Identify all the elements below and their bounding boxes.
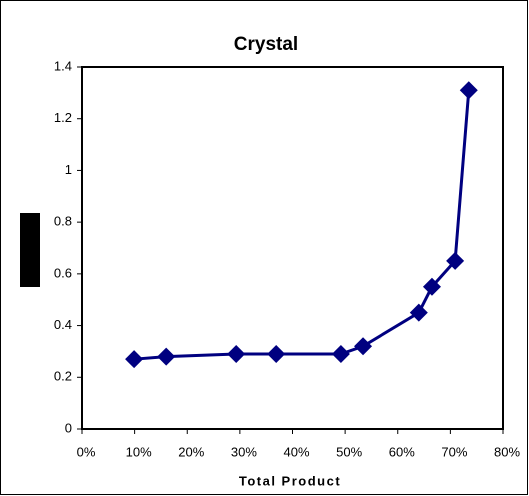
y-tick-label: 0.2 — [54, 369, 72, 384]
x-tick-label: 0% — [77, 444, 96, 459]
data-point — [409, 303, 428, 322]
y-tick-label: 1.4 — [54, 58, 72, 73]
data-point — [267, 345, 286, 364]
y-tick-label: 0 — [65, 420, 72, 435]
chart-title: Crystal — [234, 34, 298, 55]
x-tick-label: 70% — [441, 444, 467, 459]
y-tick-label: 1 — [65, 162, 72, 177]
x-tick-label: 60% — [389, 444, 415, 459]
data-point — [446, 251, 465, 270]
data-line — [133, 90, 471, 361]
data-point — [125, 350, 144, 369]
x-tick-label: 30% — [231, 444, 257, 459]
y-tick-label: 0.8 — [54, 214, 72, 229]
y-tick-label: 1.2 — [54, 110, 72, 125]
x-tick-label: 20% — [178, 444, 204, 459]
data-point — [157, 347, 176, 366]
data-point — [422, 277, 441, 296]
y-tick-label: 0.4 — [54, 317, 72, 332]
x-tick-label: 80% — [494, 444, 520, 459]
x-tick-label: 40% — [283, 444, 309, 459]
data-point — [354, 337, 373, 356]
data-point — [331, 345, 350, 364]
x-tick-label: 50% — [336, 444, 362, 459]
data-point — [459, 81, 478, 100]
y-tick-label: 0.6 — [54, 265, 72, 280]
redaction — [20, 213, 40, 287]
data-point — [227, 345, 246, 364]
x-axis-title: Total Product — [239, 473, 341, 488]
x-tick-label: 10% — [126, 444, 152, 459]
